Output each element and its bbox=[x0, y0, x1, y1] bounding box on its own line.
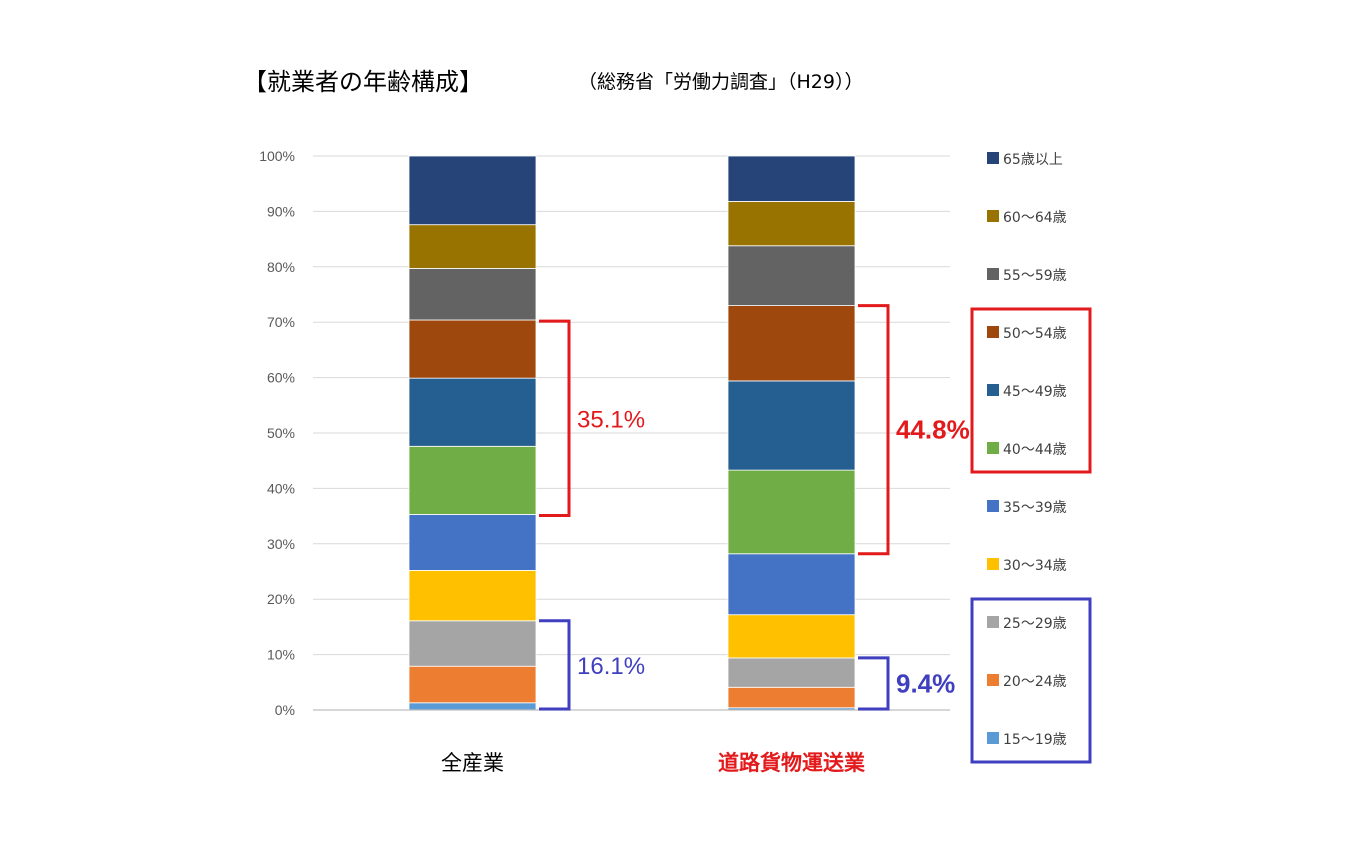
bar-segment bbox=[408, 620, 537, 667]
bracket-label: 44.8% bbox=[896, 415, 970, 445]
legend-label: 15〜19歳 bbox=[1003, 732, 1067, 748]
legend-item: 65歳以上 bbox=[987, 152, 1063, 168]
legend-item: 25〜29歳 bbox=[987, 616, 1067, 632]
y-axis-ticks: 0% 10% 20% 30% 40% 50% 60% 70% 80% 90% 100% bbox=[259, 148, 295, 718]
bracket-label: 16.1% bbox=[577, 653, 645, 680]
bar-segment bbox=[408, 268, 537, 321]
y-tick-label: 30% bbox=[267, 536, 295, 552]
legend-swatch bbox=[987, 384, 999, 396]
legend-highlight-box bbox=[970, 597, 1092, 764]
x-category-label: 道路貨物運送業 bbox=[718, 751, 866, 775]
bar-segment bbox=[408, 224, 537, 269]
legend-label: 60〜64歳 bbox=[1003, 210, 1067, 226]
bar-segment bbox=[727, 201, 856, 247]
bracket bbox=[539, 619, 571, 711]
legend-swatch bbox=[987, 732, 999, 744]
legend-item: 30〜34歳 bbox=[987, 558, 1067, 574]
x-axis-categories: 全産業 道路貨物運送業 bbox=[441, 751, 866, 775]
y-tick-label: 60% bbox=[267, 370, 295, 386]
legend-label: 20〜24歳 bbox=[1003, 674, 1067, 690]
legend-label: 65歳以上 bbox=[1003, 152, 1063, 168]
bracket-label: 9.4% bbox=[896, 668, 955, 698]
bar-segment bbox=[408, 377, 537, 447]
legend-swatch bbox=[987, 500, 999, 512]
bracket bbox=[858, 656, 890, 711]
legend-swatch bbox=[987, 616, 999, 628]
bar-segment bbox=[408, 665, 537, 704]
chart-title: 【就業者の年齢構成】 bbox=[243, 68, 483, 96]
y-tick-label: 90% bbox=[267, 203, 295, 219]
chart-subtitle: （総務省「労働力調査」（H29）） bbox=[578, 71, 863, 93]
legend-item: 60〜64歳 bbox=[987, 210, 1067, 226]
legend-label: 55〜59歳 bbox=[1003, 268, 1067, 284]
bar-segment bbox=[408, 319, 537, 379]
bar-segment bbox=[408, 514, 537, 571]
y-tick-label: 0% bbox=[275, 702, 295, 718]
legend-item: 40〜44歳 bbox=[987, 442, 1067, 458]
legend-swatch bbox=[987, 558, 999, 570]
bracket bbox=[858, 304, 890, 556]
legend-label: 40〜44歳 bbox=[1003, 442, 1067, 458]
bar-segment bbox=[727, 657, 856, 688]
legend-item: 55〜59歳 bbox=[987, 268, 1067, 284]
bracket-annotations: 35.1% 44.8% 16.1% 9.4% bbox=[539, 304, 970, 711]
bar-segment bbox=[727, 614, 856, 659]
x-category-label: 全産業 bbox=[441, 751, 504, 775]
y-tick-label: 80% bbox=[267, 259, 295, 275]
bar-segment bbox=[727, 245, 856, 306]
y-tick-label: 40% bbox=[267, 480, 295, 496]
bar-segment bbox=[727, 553, 856, 616]
bar-stack bbox=[408, 155, 537, 711]
legend-label: 30〜34歳 bbox=[1003, 558, 1067, 574]
bar-segment bbox=[408, 569, 537, 622]
legend-swatch bbox=[987, 326, 999, 338]
y-tick-label: 50% bbox=[267, 425, 295, 441]
legend-swatch bbox=[987, 268, 999, 280]
legend-label: 45〜49歳 bbox=[1003, 384, 1067, 400]
y-tick-label: 20% bbox=[267, 591, 295, 607]
bracket bbox=[539, 319, 571, 518]
legend: 65歳以上 60〜64歳 55〜59歳 50〜54歳 45〜49歳 40〜44歳 35〜39… bbox=[970, 152, 1092, 764]
legend-swatch bbox=[987, 210, 999, 222]
bar-segment bbox=[408, 445, 537, 515]
legend-item: 45〜49歳 bbox=[987, 384, 1067, 400]
legend-item: 50〜54歳 bbox=[987, 326, 1067, 342]
legend-item: 35〜39歳 bbox=[987, 500, 1067, 516]
legend-item: 20〜24歳 bbox=[987, 674, 1067, 690]
legend-swatch bbox=[987, 674, 999, 686]
legend-swatch bbox=[987, 152, 999, 164]
bar-segment bbox=[727, 686, 856, 709]
bar-segment bbox=[727, 305, 856, 382]
y-tick-label: 10% bbox=[267, 647, 295, 663]
y-tick-label: 100% bbox=[259, 148, 295, 164]
bracket-label: 35.1% bbox=[577, 406, 645, 433]
bar-segment bbox=[408, 155, 537, 226]
legend-label: 50〜54歳 bbox=[1003, 326, 1067, 342]
legend-swatch bbox=[987, 442, 999, 454]
bar-segment bbox=[727, 380, 856, 471]
bars bbox=[408, 155, 856, 711]
bar-stack bbox=[727, 155, 856, 711]
legend-label: 35〜39歳 bbox=[1003, 500, 1067, 516]
y-tick-label: 70% bbox=[267, 314, 295, 330]
bar-segment bbox=[727, 469, 856, 555]
legend-highlight-box bbox=[970, 307, 1092, 474]
bar-segment bbox=[408, 702, 537, 711]
legend-label: 25〜29歳 bbox=[1003, 616, 1067, 632]
legend-item: 15〜19歳 bbox=[987, 732, 1067, 748]
bar-segment bbox=[727, 155, 856, 202]
